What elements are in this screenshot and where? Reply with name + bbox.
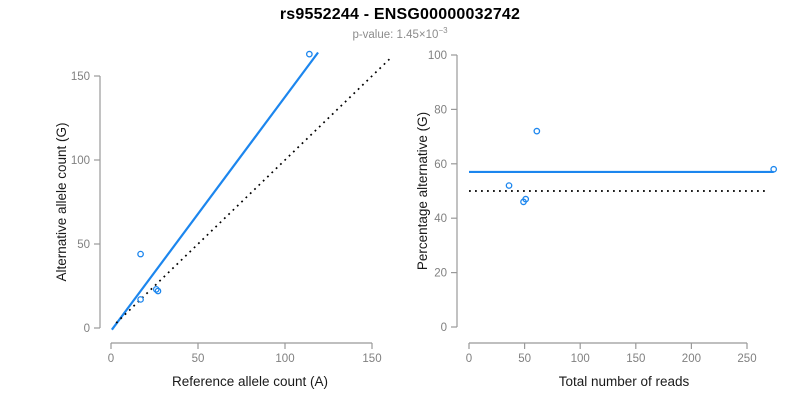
y-tick-label: 100 (71, 155, 90, 167)
data-point (306, 50, 313, 58)
x-axis-label: Reference allele count (A) (172, 374, 328, 389)
data-point (505, 182, 513, 189)
x-tick-label: 50 (518, 353, 531, 365)
y-tick-label: 80 (434, 104, 447, 116)
allele-count-plot: 0 50 100 150 0 50 100 150 Reference allele count… (54, 50, 390, 389)
y-tick-label: 100 (428, 50, 447, 62)
y-tick-label: 60 (434, 159, 447, 171)
x-tick-label: 0 (466, 353, 472, 365)
x-tick-label: 150 (626, 353, 645, 365)
x-tick-label: 100 (275, 353, 294, 365)
y-axis-label: Alternative allele count (G) (54, 122, 69, 281)
data-point (154, 287, 162, 295)
figure-title: rs9552244 - ENSG00000032742 (279, 6, 521, 23)
data-point (533, 127, 541, 135)
data-point (137, 250, 144, 258)
identity-line (115, 58, 390, 324)
x-tick-label: 250 (737, 353, 756, 365)
y-axis-label: Percentage alternative (G) (415, 112, 430, 270)
x-tick-label: 150 (362, 353, 381, 365)
data-point (770, 165, 778, 173)
x-tick-label: 100 (571, 353, 590, 365)
p-value-mantissa: 1.45×10 (396, 28, 439, 41)
data-point (522, 195, 530, 203)
y-tick-label: 150 (71, 71, 90, 83)
p-value-prefix: p-value: (352, 28, 397, 41)
y-tick-label: 0 (84, 323, 90, 335)
x-tick-label: 50 (192, 353, 205, 365)
y-tick-label: 0 (441, 322, 447, 334)
data-point (152, 286, 160, 293)
fit-line (110, 51, 319, 331)
p-value-exponent: −3 (438, 26, 448, 35)
x-axis-label: Total number of reads (559, 374, 690, 389)
y-tick-label: 40 (434, 213, 447, 225)
percentage-plot: 0 20 40 60 80 100 0 50 100 150 200 250 Total number … (415, 50, 778, 389)
y-tick-label: 50 (77, 239, 90, 251)
x-tick-label: 200 (682, 353, 701, 365)
p-value-subtitle: p-value: 1.45×10−3 (0, 26, 800, 41)
x-tick-label: 0 (108, 353, 114, 365)
y-tick-label: 20 (434, 268, 447, 280)
data-point (137, 296, 144, 303)
